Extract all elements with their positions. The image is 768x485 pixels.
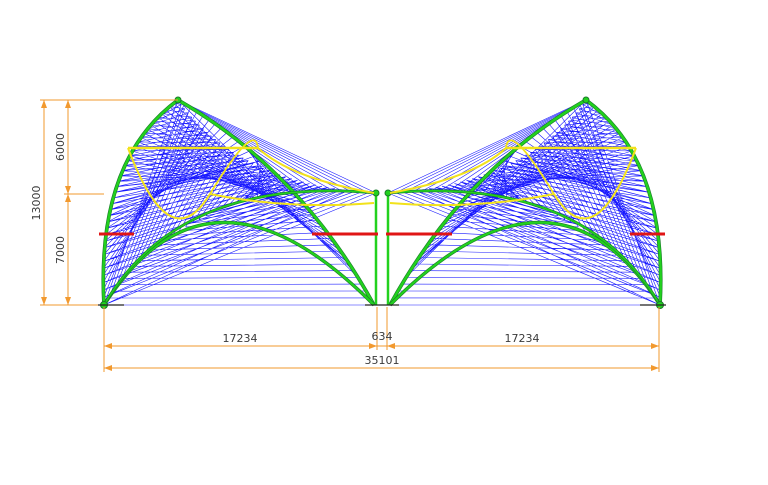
membrane-edge-arch-right [387, 190, 661, 306]
steel-arch-frame [100, 96, 664, 309]
membrane-mesh [103, 99, 661, 306]
horizontal-dimensions: 17234 634 17234 35101 [103, 307, 660, 372]
outer-arch-left [102, 98, 179, 306]
dim-total-height: 13000 [30, 186, 43, 221]
outer-valley-cable-right [553, 147, 637, 220]
inner-arch-right [388, 98, 587, 306]
inner-arch-left [177, 98, 376, 306]
outer-valley-cable-left [127, 147, 211, 220]
valley-to-mast-cable-left [209, 193, 375, 207]
ridge-to-mast-cable-right [389, 147, 507, 194]
dim-left-span: 17234 [223, 332, 258, 345]
membrane-edge-arch-left [103, 190, 377, 306]
edge-cables [127, 139, 637, 220]
vertical-dimensions: 13000 6000 7000 [30, 99, 178, 306]
inner-valley-cable-left [209, 139, 259, 195]
dim-right-span: 17234 [505, 332, 540, 345]
dim-gap: 634 [372, 330, 393, 343]
peak-node-right [582, 96, 590, 104]
outer-arch-right [585, 98, 662, 306]
dim-upper-height: 6000 [54, 133, 67, 161]
dim-lower-height: 7000 [54, 236, 67, 264]
inner-valley-cable-right [505, 139, 555, 195]
dim-total-span: 35101 [365, 354, 400, 367]
valley-to-mast-cable-right [389, 193, 555, 207]
ridge-to-mast-cable-left [257, 147, 375, 194]
